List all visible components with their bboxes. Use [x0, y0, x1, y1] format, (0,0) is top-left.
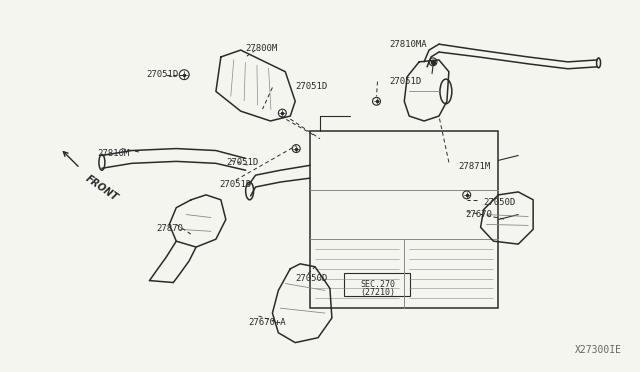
Text: 27670: 27670 — [466, 210, 493, 219]
Text: 27810M: 27810M — [97, 148, 129, 158]
Text: 27051D: 27051D — [226, 158, 258, 167]
Text: (27210): (27210) — [360, 288, 395, 298]
Text: FRONT: FRONT — [84, 173, 120, 203]
Text: 27670+A: 27670+A — [248, 318, 286, 327]
Text: 27800M: 27800M — [246, 44, 278, 53]
Text: 27051D: 27051D — [389, 77, 422, 86]
Text: 27870: 27870 — [156, 224, 183, 233]
Text: 27810MA: 27810MA — [389, 40, 427, 49]
Bar — [310, 131, 499, 308]
Text: SEC.270: SEC.270 — [360, 280, 395, 289]
Text: X27300IE: X27300IE — [575, 346, 622, 355]
Text: 27051D: 27051D — [295, 81, 328, 91]
Text: 27051D: 27051D — [147, 70, 179, 79]
Text: 27871M: 27871M — [459, 162, 491, 171]
Text: 27050D: 27050D — [295, 274, 328, 283]
Text: 27050D: 27050D — [484, 198, 516, 207]
Text: 27051D: 27051D — [219, 180, 251, 189]
FancyBboxPatch shape — [344, 273, 410, 296]
